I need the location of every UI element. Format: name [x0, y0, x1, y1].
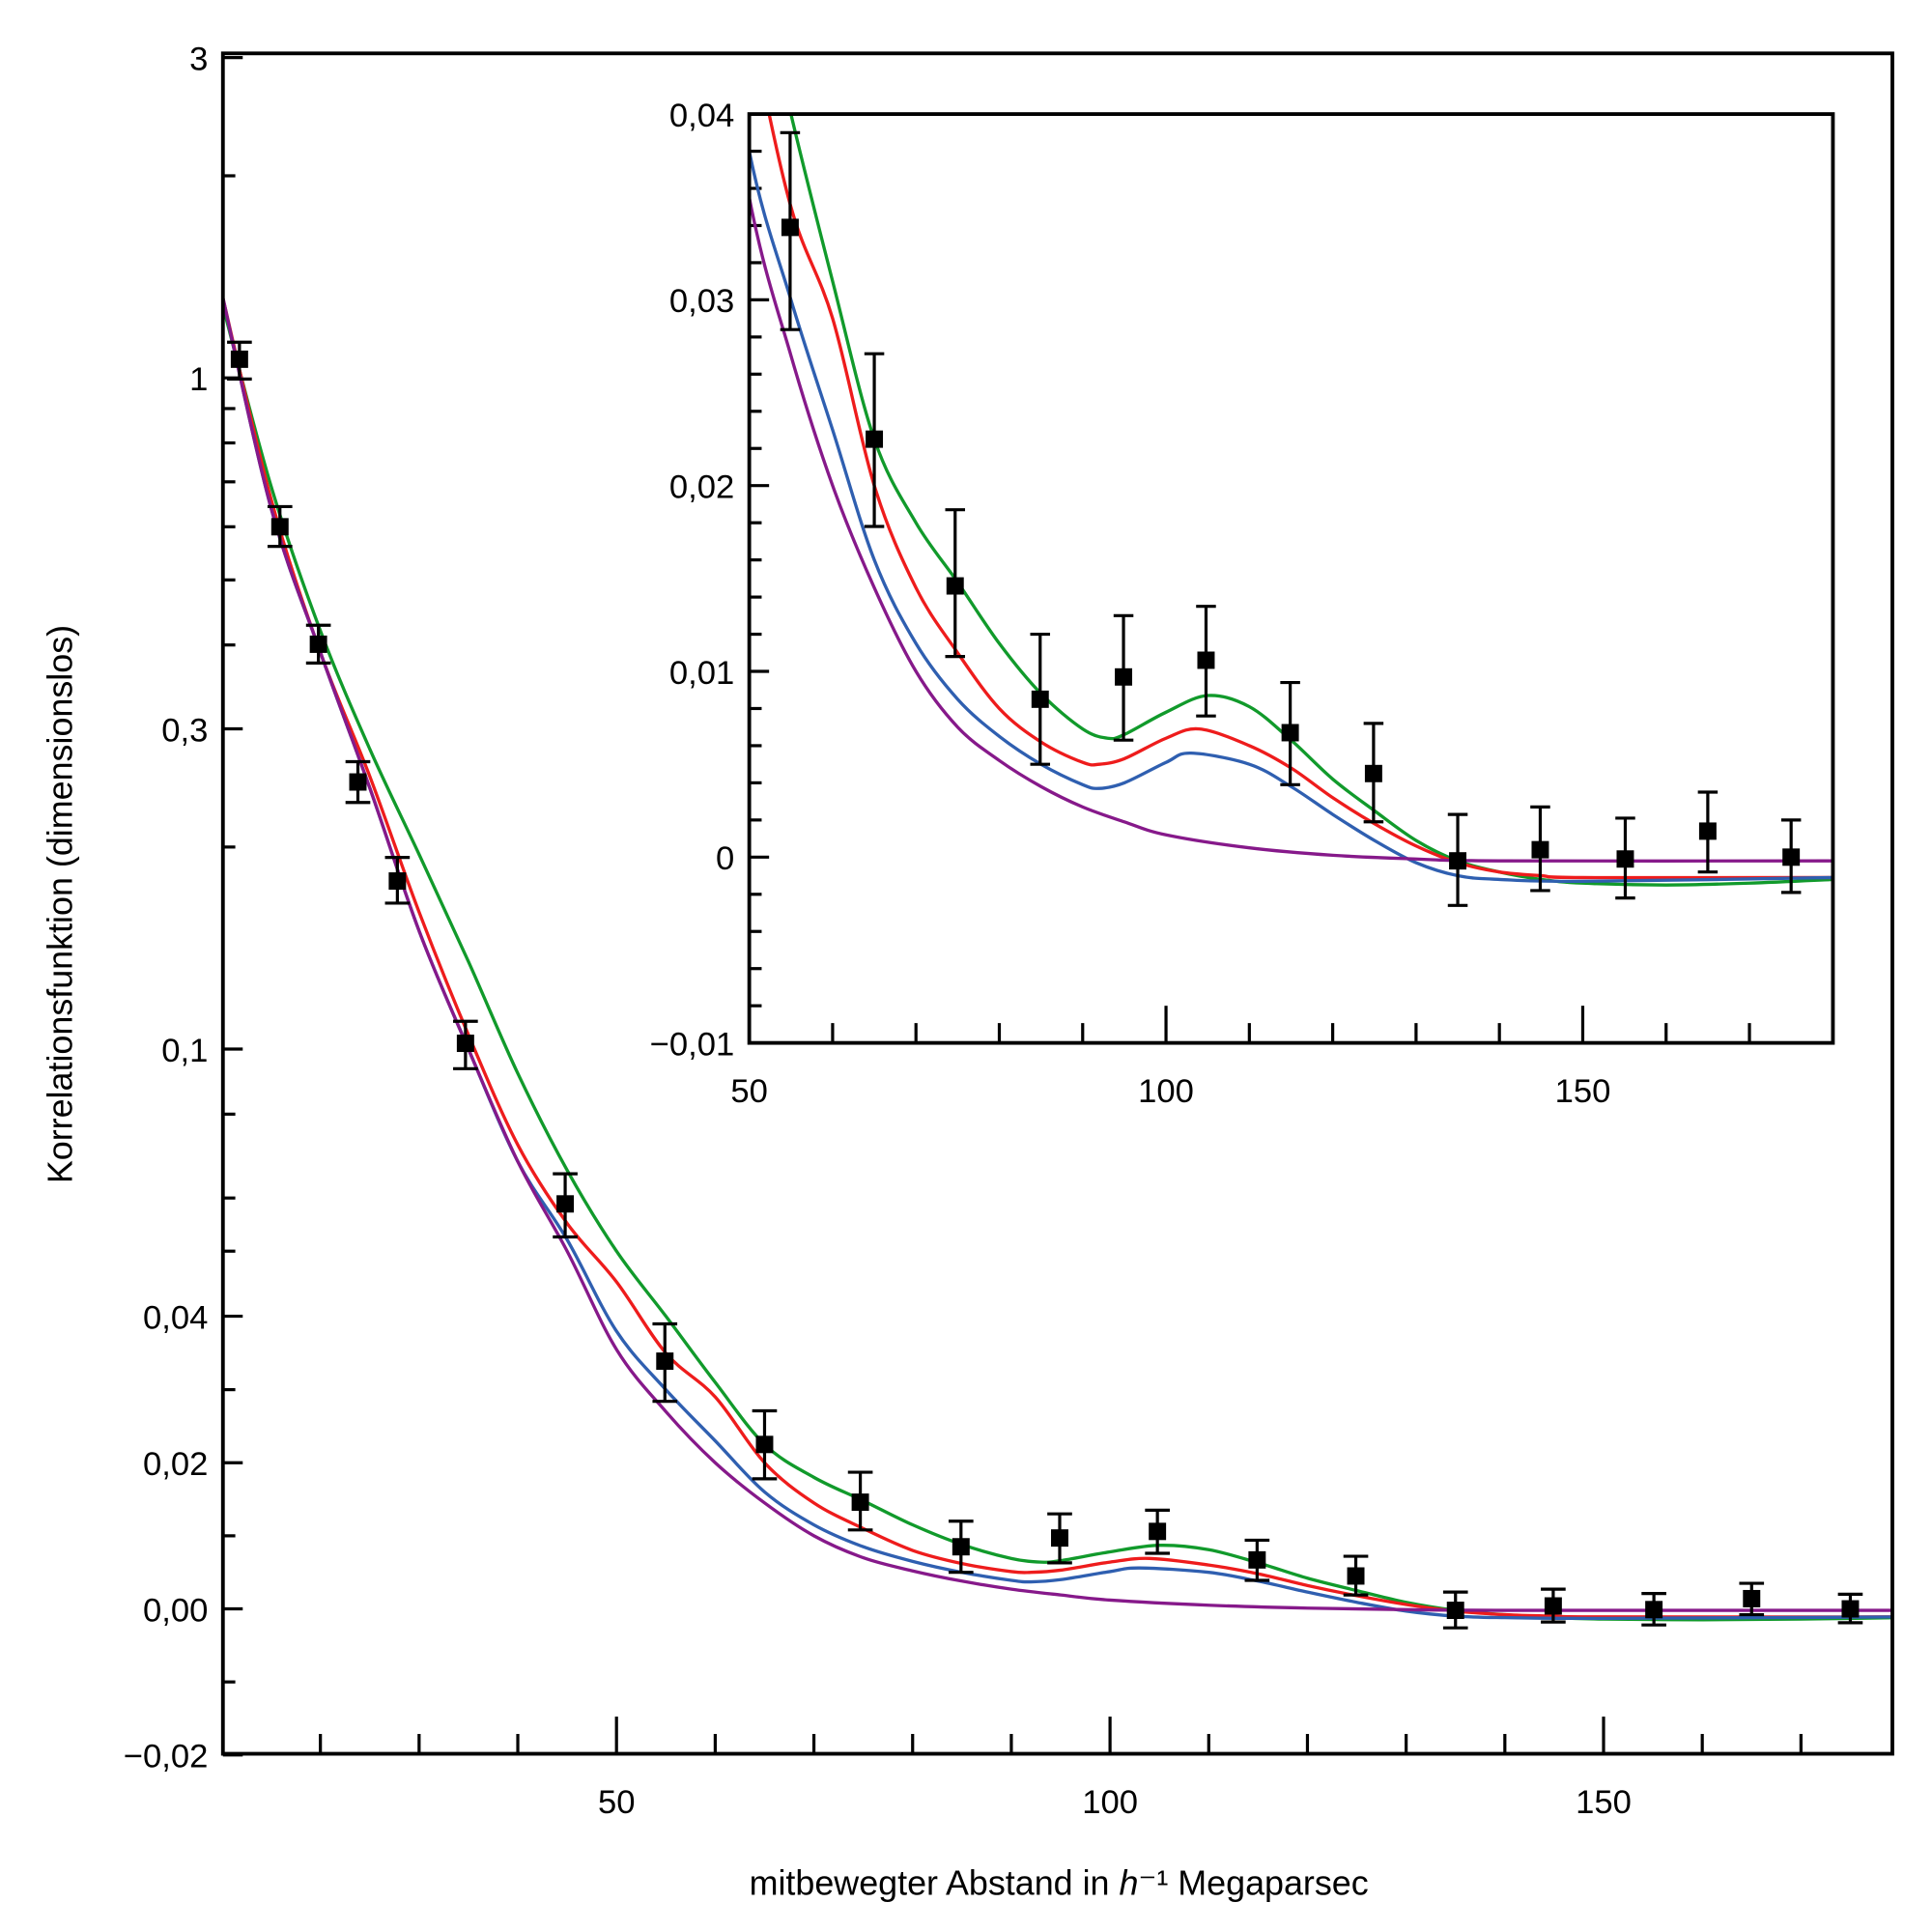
data-point-marker	[1841, 1600, 1860, 1618]
y-tick-label: 0,00	[143, 1592, 208, 1629]
y-tick-label: 0	[716, 840, 734, 877]
data-point-marker	[1531, 840, 1549, 859]
main-plot: 50 100 150 3 1 0,3 0,1 0,04 0,02 0,00 −0,02	[124, 41, 1892, 1821]
data-point-marker	[1364, 764, 1382, 782]
data-point-marker	[388, 872, 407, 891]
y-tick-label: −0,02	[124, 1739, 209, 1775]
x-tick-label: 100	[1138, 1073, 1194, 1110]
data-points	[227, 340, 1863, 1630]
data-point-marker	[1449, 852, 1467, 870]
data-point-marker	[1115, 667, 1133, 686]
y-tick-label: 0,3	[161, 712, 208, 749]
data-point-marker	[851, 1493, 869, 1512]
x-axis-title-exponent: ⁻¹	[1138, 1864, 1168, 1903]
data-point-marker	[1347, 1567, 1365, 1585]
data-point-marker	[1248, 1550, 1266, 1569]
y-tick-label: 0,04	[143, 1299, 208, 1336]
data-point-marker	[1782, 848, 1801, 866]
y-tick-label: 0,03	[669, 283, 734, 320]
inset-plot: 50 100 150 0,04 0,03 0,02 0,01 0 −0,01	[650, 98, 1833, 1110]
data-point-marker	[309, 635, 327, 653]
x-tick-label: 50	[730, 1073, 768, 1110]
y-tick-label: 0,02	[669, 469, 734, 506]
model-curve-2	[222, 292, 1892, 1619]
data-point-marker	[1031, 690, 1049, 708]
data-point-marker	[1281, 724, 1299, 742]
data-point-marker	[1544, 1597, 1562, 1615]
data-point-marker	[1149, 1522, 1167, 1541]
y-tick-label: 0,02	[143, 1446, 208, 1483]
x-axis-title: mitbewegter Abstand in h⁻¹ Megaparsec	[750, 1864, 1369, 1903]
data-point-marker	[946, 577, 964, 595]
main-plot-frame	[220, 51, 1894, 1756]
y-tick-label: 0,01	[669, 655, 734, 692]
data-point-marker	[556, 1195, 575, 1213]
x-tick-label: 50	[598, 1784, 636, 1821]
data-point-marker	[1197, 651, 1215, 669]
y-tick-label: −0,01	[650, 1026, 735, 1063]
data-point-marker	[349, 773, 367, 791]
model-curve-4	[222, 292, 1892, 1612]
data-point-marker	[1051, 1529, 1068, 1548]
y-axis-title: Korrelationsfunktion (dimensionslos)	[41, 625, 79, 1183]
inset-plot-frame	[747, 112, 1835, 1045]
data-point-marker	[755, 1435, 774, 1454]
data-point-marker	[952, 1538, 970, 1556]
model-curve-3	[749, 142, 1833, 884]
data-point-marker	[456, 1035, 474, 1053]
data-point-marker	[1645, 1601, 1663, 1619]
data-point-marker	[230, 350, 248, 368]
data-point-marker	[656, 1352, 674, 1371]
data-point-marker	[1446, 1602, 1464, 1620]
data-point-marker	[270, 518, 289, 536]
data-point-marker	[1698, 822, 1717, 840]
inset-background	[749, 114, 1833, 1043]
x-tick-label: 150	[1576, 1784, 1632, 1821]
x-axis-title-part: Megaparsec	[1168, 1864, 1368, 1903]
y-tick-label: 3	[189, 41, 208, 77]
model-curves	[222, 292, 1892, 1622]
model-curves	[749, 114, 1833, 887]
data-point-marker	[1616, 850, 1634, 868]
x-tick-label: 150	[1555, 1073, 1611, 1110]
y-tick-label: 0,04	[669, 98, 734, 134]
data-point-marker	[866, 430, 884, 448]
y-tick-label: 1	[189, 361, 208, 398]
y-tick-label: 0,1	[161, 1033, 208, 1069]
model-curve-2	[767, 114, 1833, 880]
x-axis-title-part: mitbewegter Abstand in	[750, 1864, 1120, 1903]
data-point-marker	[781, 218, 799, 237]
model-curve-4	[749, 188, 1833, 863]
data-points	[780, 130, 1802, 907]
x-tick-label: 100	[1082, 1784, 1138, 1821]
x-axis-title-h: h	[1119, 1864, 1138, 1903]
data-point-marker	[1743, 1589, 1761, 1607]
